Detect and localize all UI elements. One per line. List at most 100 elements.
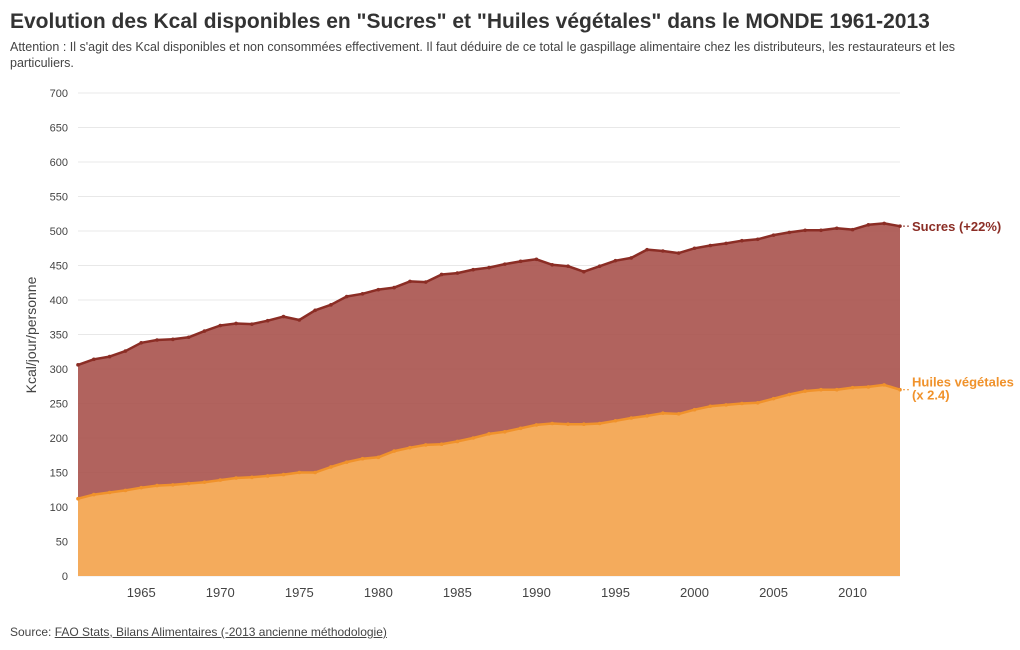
sugar-point: [471, 267, 475, 272]
sugar-point: [281, 314, 286, 319]
chart-subtitle: Attention : Il s'agit des Kcal disponibl…: [10, 40, 956, 70]
sugar-point: [582, 269, 586, 274]
sugar-point: [692, 246, 697, 251]
sugar-point: [550, 263, 555, 267]
oil-point: [692, 407, 697, 412]
sugar-point: [803, 228, 807, 233]
x-tick-label: 1985: [443, 585, 472, 600]
x-tick-label: 2000: [680, 585, 709, 600]
oil-point: [661, 411, 665, 415]
sugar-point: [676, 251, 681, 255]
oil-point: [834, 387, 839, 392]
sugar-point: [155, 338, 159, 342]
oil-point: [566, 422, 570, 427]
oil-point: [234, 476, 238, 480]
source-link[interactable]: FAO Stats, Bilans Alimentaires (-2013 an…: [54, 625, 387, 639]
chart-title: Evolution des Kcal disponibles en "Sucre…: [10, 10, 930, 33]
sugar-point: [503, 262, 507, 266]
sugar-point: [518, 259, 523, 264]
sugar-point: [265, 318, 270, 323]
oil-point: [882, 383, 886, 387]
sugar-point: [487, 265, 491, 270]
oil-point: [518, 426, 523, 431]
y-tick-label: 500: [50, 226, 68, 238]
sugar-point: [329, 303, 333, 307]
y-tick-label: 300: [50, 364, 68, 376]
x-tick-label: 1990: [522, 585, 551, 600]
sugar-point: [597, 264, 602, 268]
sugar-point: [376, 287, 381, 292]
x-tick-label: 1965: [127, 585, 156, 600]
source-note: Source: FAO Stats, Bilans Alimentaires (…: [10, 625, 387, 639]
oil-area: [78, 384, 900, 576]
sugar-point: [297, 318, 302, 322]
oil-point: [819, 387, 823, 392]
sugar-point: [534, 257, 539, 262]
oil-point: [455, 439, 460, 444]
x-tick-label: 1980: [364, 585, 393, 600]
oil-point: [503, 429, 507, 434]
series-end-labels: Sucres (+22%) Huiles végétales(x 2.4): [903, 219, 1014, 403]
oil-point: [360, 456, 365, 461]
oil-point: [676, 412, 681, 416]
sugar-point: [629, 256, 634, 260]
x-tick-label: 1995: [601, 585, 630, 600]
oil-point: [202, 480, 207, 484]
oil-point: [550, 421, 555, 426]
sugar-point: [819, 228, 823, 233]
oil-point: [439, 442, 444, 447]
y-tick-label: 200: [50, 433, 68, 445]
sugar-point: [92, 357, 96, 362]
oil-point: [123, 488, 128, 493]
y-tick-label: 50: [56, 537, 68, 549]
oil-point: [613, 418, 618, 423]
y-axis: 0 50 100 150 200 250 300 350 400 450 500 550 600 650 7…: [50, 88, 68, 583]
oil-point: [850, 385, 855, 390]
sugar-point: [771, 233, 776, 237]
x-axis: 1965 1970 1975 1980 1985 1990 1995 2000 2005 2010: [127, 585, 867, 600]
oil-point: [139, 485, 144, 490]
oil-point: [755, 401, 760, 405]
sugar-point: [250, 322, 254, 326]
oil-point: [297, 470, 302, 475]
sugar-point: [708, 243, 713, 248]
oil-point: [534, 423, 539, 427]
oil-point: [265, 474, 270, 478]
sugar-point: [123, 349, 128, 353]
y-tick-label: 150: [50, 468, 68, 480]
sugar-point: [408, 279, 412, 284]
y-tick-label: 550: [50, 192, 68, 204]
oil-point: [155, 483, 159, 488]
oil-point: [107, 490, 112, 495]
source-prefix: Source:: [10, 625, 55, 639]
sugar-point: [234, 321, 238, 326]
x-tick-label: 2010: [838, 585, 867, 600]
sugar-point: [360, 291, 365, 296]
oil-point: [597, 421, 602, 426]
oil-point: [423, 443, 428, 447]
y-tick-label: 700: [50, 88, 68, 100]
oil-point: [344, 460, 349, 464]
sugar-point: [898, 224, 902, 228]
y-axis-label: Kcal/jour/personne: [23, 276, 39, 393]
chart-lines: [76, 221, 902, 501]
sugar-point: [171, 337, 175, 342]
sugar-point: [850, 227, 855, 232]
oil-point: [629, 416, 634, 420]
sugar-point: [645, 247, 649, 252]
sugar-point: [740, 238, 744, 243]
y-tick-label: 250: [50, 399, 68, 411]
oil-point: [582, 422, 586, 427]
sucres-end-label: Sucres (+22%): [912, 219, 1001, 234]
sugar-point: [882, 221, 886, 226]
oil-point: [803, 389, 807, 393]
sugar-point: [661, 249, 665, 253]
sugar-point: [202, 329, 207, 333]
sugar-point: [186, 335, 191, 340]
x-tick-label: 1970: [206, 585, 235, 600]
sugar-point: [613, 258, 618, 263]
sugar-point: [439, 272, 444, 277]
sugar-point: [313, 308, 317, 313]
sugar-point: [755, 237, 760, 242]
